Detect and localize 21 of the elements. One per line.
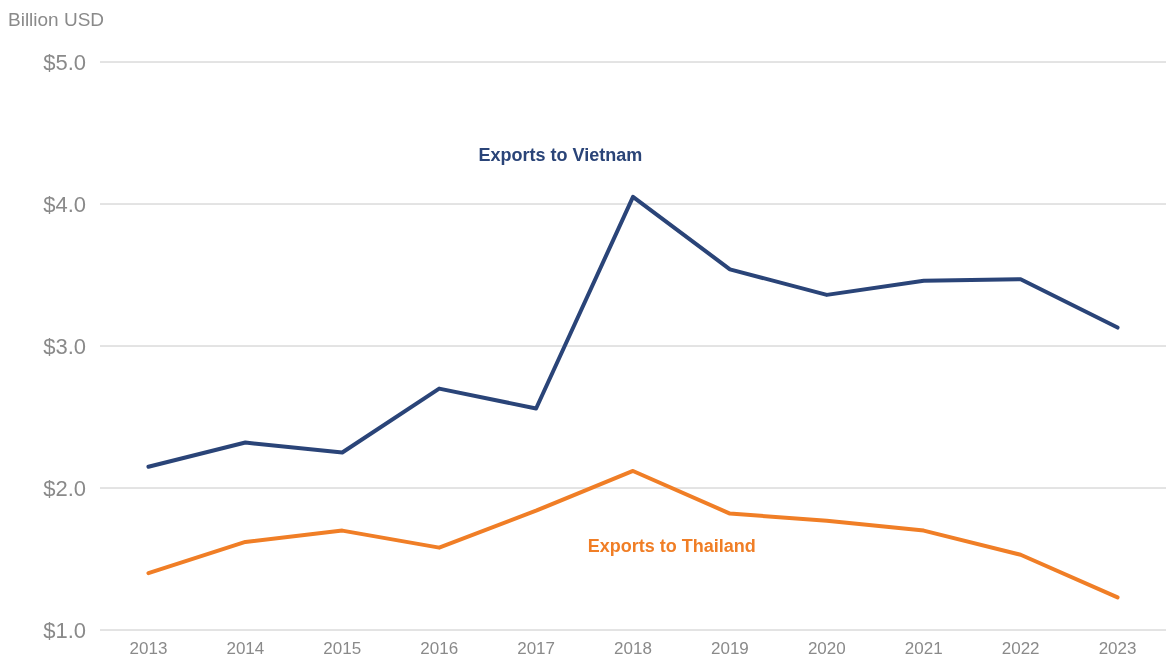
x-tick-label: 2021 — [904, 639, 943, 658]
x-tick-label: 2022 — [1001, 639, 1040, 658]
y-tick-label: $2.0 — [43, 475, 86, 501]
x-tick-label: 2023 — [1098, 639, 1137, 658]
x-tick-label: 2019 — [711, 639, 749, 658]
series-label: Exports to Thailand — [587, 535, 756, 556]
y-tick-label: $4.0 — [43, 191, 86, 217]
x-tick-label: 2017 — [517, 639, 555, 658]
x-tick-label: 2015 — [323, 639, 362, 658]
y-tick-label: $5.0 — [43, 49, 86, 75]
x-tick-label: 2014 — [226, 639, 265, 658]
y-axis-title: Billion USD — [8, 9, 105, 30]
x-tick-label: 2018 — [614, 639, 652, 658]
line-series — [146, 468, 1120, 600]
x-tick-label: 2020 — [807, 639, 846, 658]
x-tick-label: 2016 — [420, 639, 459, 658]
y-tick-label: $3.0 — [43, 333, 86, 359]
line-series — [146, 194, 1120, 469]
y-tick-label: $1.0 — [43, 617, 86, 643]
x-tick-label: 2013 — [129, 639, 168, 658]
series-label: Exports to Vietnam — [478, 145, 643, 166]
